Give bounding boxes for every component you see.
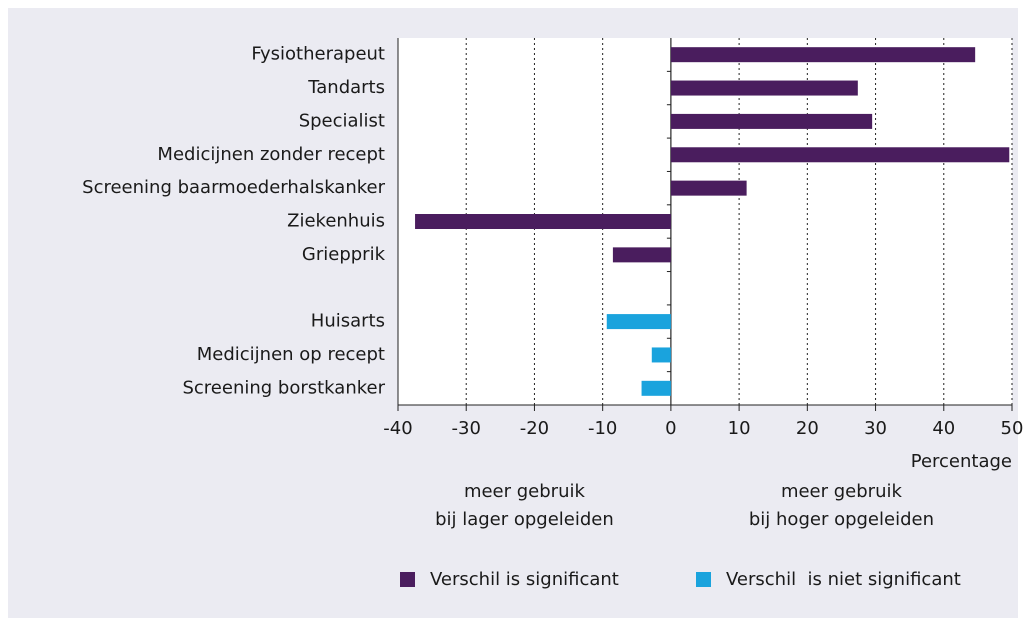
x-tick-label: -30	[452, 418, 481, 439]
y-tick-label: Screening baarmoederhalskanker	[82, 177, 385, 198]
legend-swatch	[400, 572, 415, 587]
y-tick-label: Medicijnen zonder recept	[157, 144, 385, 165]
x-tick-label: 0	[665, 418, 676, 439]
x-tick-label: -20	[520, 418, 549, 439]
y-tick-label: Griepprik	[302, 244, 386, 265]
legend-swatch	[696, 572, 711, 587]
y-tick-label: Tandarts	[307, 77, 385, 98]
bar	[670, 113, 873, 129]
legend-label: Verschil is niet significant	[726, 569, 961, 590]
annotation: bij hoger opgeleiden	[749, 509, 934, 530]
x-tick-label: -40	[383, 418, 412, 439]
bar	[641, 380, 671, 396]
y-tick-label: Specialist	[299, 110, 385, 131]
y-tick-label: Screening borstkanker	[182, 377, 385, 398]
bar	[670, 180, 747, 196]
bar	[670, 147, 1010, 163]
x-tick-label: 50	[1001, 418, 1024, 439]
bar	[606, 314, 671, 330]
annotation: meer gebruik	[464, 481, 586, 502]
y-tick-label: Ziekenhuis	[287, 211, 385, 232]
bar	[651, 347, 671, 363]
legend-label: Verschil is significant	[430, 569, 619, 590]
y-tick-label: Huisarts	[311, 311, 385, 332]
bar	[670, 47, 976, 63]
bar	[612, 247, 671, 263]
x-tick-label: 40	[932, 418, 955, 439]
bar	[670, 80, 858, 96]
x-tick-label: -10	[588, 418, 617, 439]
x-axis-label: Percentage	[911, 451, 1012, 472]
x-tick-label: 20	[796, 418, 819, 439]
annotation: meer gebruik	[781, 481, 903, 502]
bar	[415, 214, 671, 229]
y-tick-label: Medicijnen op recept	[197, 344, 385, 365]
x-tick-label: 10	[728, 418, 751, 439]
annotation: bij lager opgeleiden	[435, 509, 614, 530]
x-tick-label: 30	[864, 418, 887, 439]
y-tick-label: Fysiotherapeut	[251, 44, 385, 65]
